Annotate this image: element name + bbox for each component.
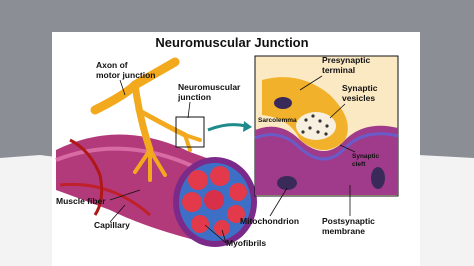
label: Myofibrils (226, 238, 266, 248)
axon-illustration (90, 57, 202, 182)
label: motor junction (96, 70, 156, 80)
label: vesicles (342, 93, 375, 103)
label: Mitochondrion (240, 216, 299, 226)
label: Muscle fiber (56, 196, 106, 206)
title: Neuromuscular Junction (155, 35, 308, 50)
label: terminal (322, 65, 355, 75)
label: Synaptic (342, 83, 378, 93)
label: Presynaptic (322, 55, 370, 65)
zoom-box (175, 116, 205, 148)
label: Postsynaptic (322, 216, 375, 226)
label: membrane (322, 226, 365, 236)
label: Neuromuscular (178, 82, 241, 92)
muscle-fiber-illustration (55, 134, 257, 247)
label: cleft (352, 161, 366, 168)
label: Synaptic (352, 153, 379, 160)
zoom-arrowhead (243, 121, 252, 132)
leader-lines (109, 75, 356, 244)
zoom-arrow (207, 123, 247, 132)
inset (254, 55, 399, 197)
label: Sarcolemma (258, 117, 297, 124)
label: junction (177, 92, 211, 102)
label: Capillary (94, 220, 130, 230)
label: Axon of (96, 60, 128, 70)
